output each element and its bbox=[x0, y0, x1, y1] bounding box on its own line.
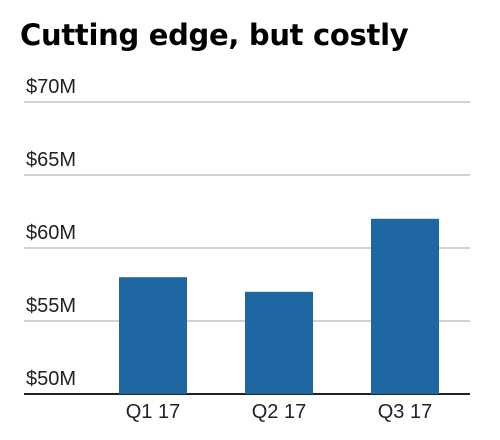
x-tick-label: Q3 17 bbox=[378, 401, 432, 423]
y-tick-label: $60M bbox=[26, 222, 76, 244]
x-tick-label: Q1 17 bbox=[126, 401, 180, 423]
y-tick-label: $50M bbox=[26, 368, 76, 390]
bar bbox=[371, 218, 439, 394]
bar bbox=[245, 291, 313, 394]
y-tick-label: $55M bbox=[26, 295, 76, 317]
y-tick-label: $70M bbox=[26, 76, 76, 98]
x-tick-label: Q2 17 bbox=[252, 401, 306, 423]
y-tick-label: $65M bbox=[26, 149, 76, 171]
chart-title: Cutting edge, but costly bbox=[20, 18, 409, 52]
bars bbox=[119, 218, 439, 394]
bar bbox=[119, 277, 187, 394]
y-axis-labels: $50M $55M $60M $65M $70M bbox=[26, 76, 76, 390]
x-axis-labels: Q1 17 Q2 17 Q3 17 bbox=[126, 401, 432, 423]
